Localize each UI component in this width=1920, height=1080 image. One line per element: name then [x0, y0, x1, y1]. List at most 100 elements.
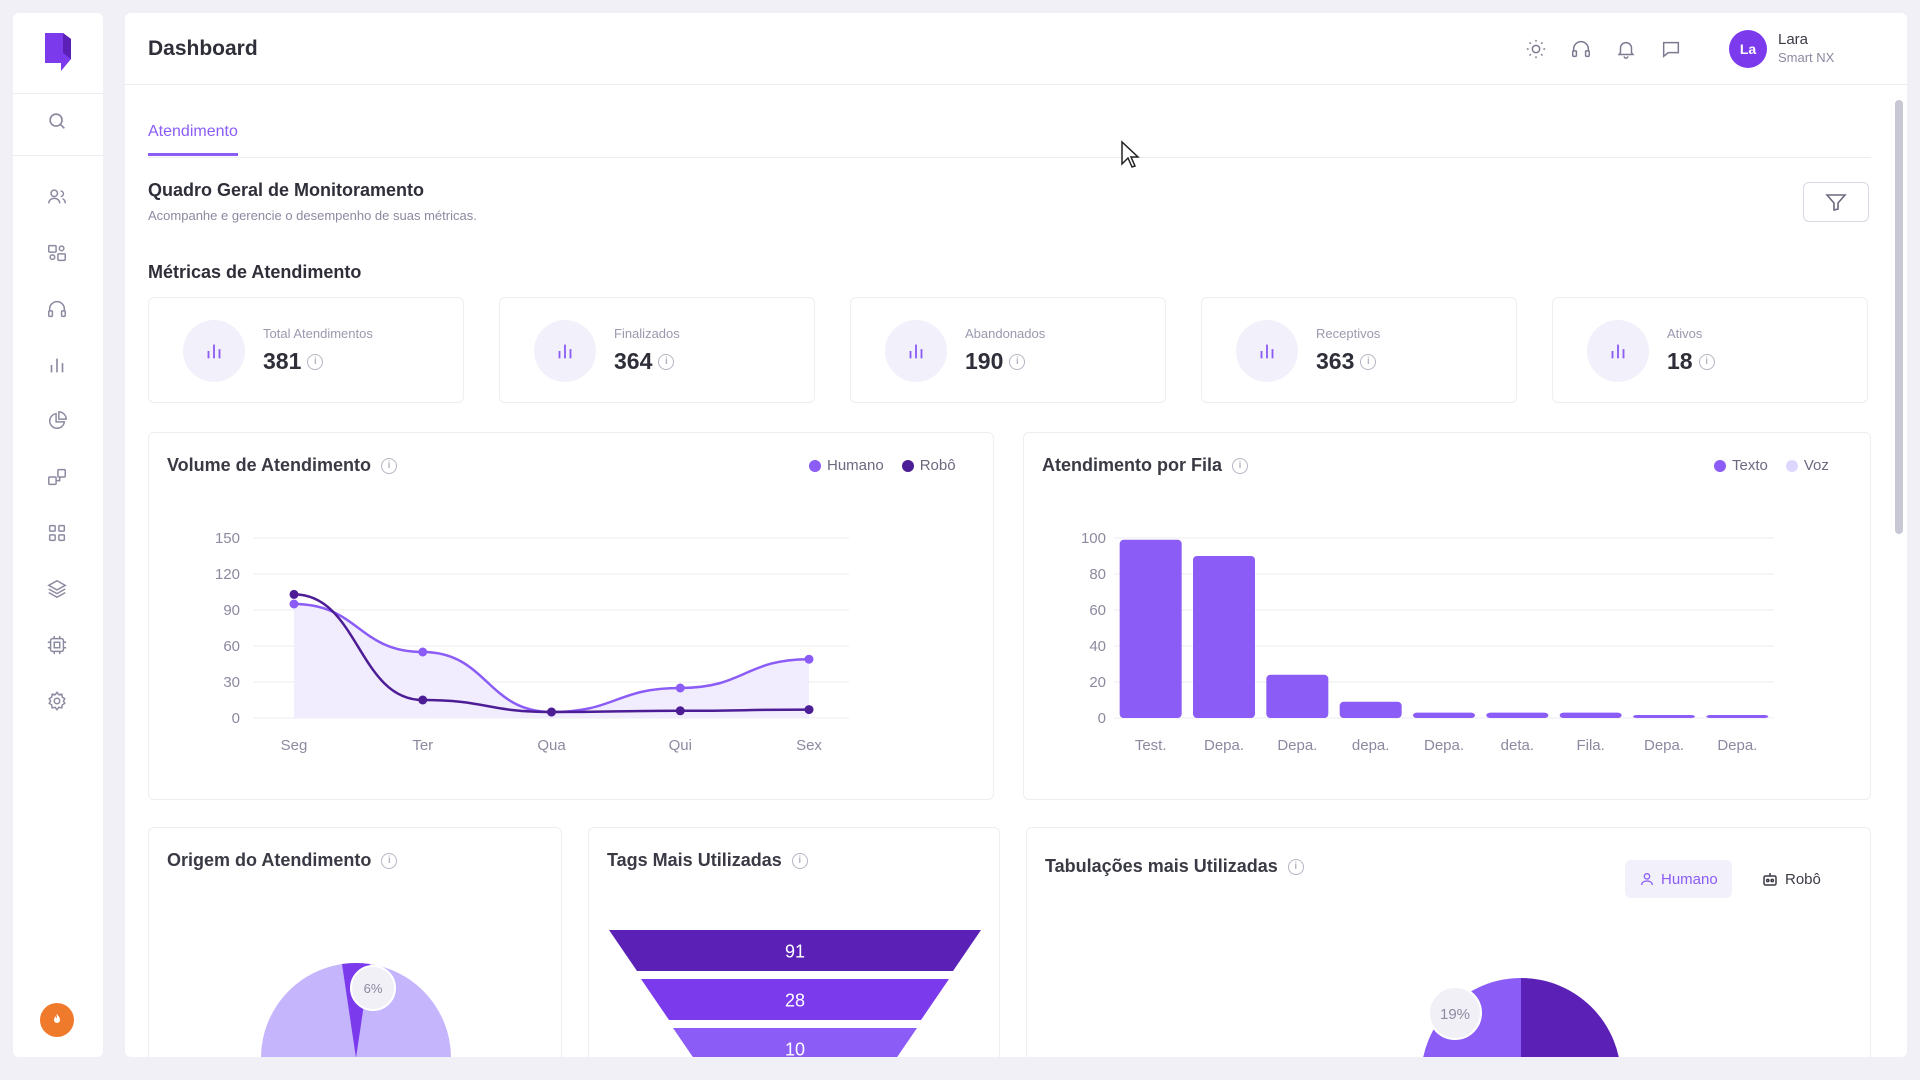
page-title: Dashboard — [148, 37, 258, 60]
y-tick-label: 90 — [223, 602, 240, 619]
tags-title-wrap: Tags Mais Utilizadas i — [607, 850, 808, 871]
contacts-icon[interactable] — [43, 239, 71, 267]
user-avatar[interactable]: La — [1729, 30, 1767, 68]
x-tick-label: deta. — [1501, 737, 1534, 754]
metric-label: Abandonados — [965, 326, 1046, 341]
funnel-value: 28 — [785, 991, 805, 1011]
metric-card-receptivos: Receptivos 363 i — [1201, 297, 1517, 403]
pie-label-bubble — [350, 965, 396, 1011]
data-point — [418, 647, 428, 657]
origem-title: Origem do Atendimento — [167, 850, 372, 870]
search-icon[interactable] — [43, 107, 71, 135]
tags-funnel-chart: 91 28 10 — [609, 930, 981, 1058]
bar — [1413, 712, 1475, 718]
filter-button[interactable] — [1803, 182, 1869, 222]
volume-line-chart: 0 30 60 90 120 150 Seg Ter Qua Qui Sex — [215, 530, 849, 754]
info-icon[interactable]: i — [381, 852, 398, 869]
metric-value-wrap: 381 i — [263, 348, 324, 375]
overview-title: Quadro Geral de Monitoramento — [148, 180, 425, 200]
info-icon[interactable]: i — [1360, 353, 1377, 370]
info-icon[interactable]: i — [1009, 353, 1026, 370]
x-tick-label: Sex — [796, 737, 822, 754]
scrollbar-thumb[interactable] — [1895, 100, 1903, 534]
bar-chart-icon — [885, 320, 947, 382]
data-point — [547, 707, 556, 717]
headset-icon[interactable] — [43, 295, 71, 323]
workflow-icon[interactable] — [43, 463, 71, 491]
metric-label: Ativos — [1667, 326, 1703, 341]
funnel-value: 91 — [785, 942, 805, 962]
x-tick-label: Test. — [1135, 737, 1167, 754]
funnel-segment — [673, 1028, 917, 1057]
pie-label-bubble — [1428, 986, 1482, 1040]
bar-chart-icon — [1587, 320, 1649, 382]
info-icon[interactable]: i — [1232, 457, 1248, 474]
grid-icon[interactable] — [43, 519, 71, 547]
fila-panel: Atendimento por Fila i Texto Voz 0 20 40 60… — [1023, 432, 1871, 800]
headset-icon[interactable] — [1568, 36, 1594, 62]
legend-dot — [1714, 459, 1726, 472]
robo-toggle-button[interactable]: Robô — [1747, 860, 1835, 898]
fila-legend: Texto Voz — [1714, 457, 1829, 474]
x-tick-label: Depa. — [1644, 737, 1684, 754]
volume-legend: Humano Robô — [809, 457, 956, 474]
users-icon[interactable] — [43, 183, 71, 211]
overview-subtitle: Acompanhe e gerencie o desempenho de sua… — [148, 208, 477, 223]
user-name[interactable]: Lara — [1778, 31, 1809, 48]
y-tick-label: 80 — [1089, 566, 1106, 583]
bar — [1266, 674, 1329, 718]
info-icon[interactable]: i — [381, 457, 398, 474]
legend-robo[interactable]: Robô — [901, 457, 956, 474]
legend-texto[interactable]: Texto — [1714, 457, 1768, 474]
tabulacoes-title: Tabulações mais Utilizadas — [1045, 856, 1278, 876]
chip-icon[interactable] — [43, 631, 71, 659]
bell-icon[interactable] — [1613, 36, 1639, 62]
info-icon[interactable]: i — [1698, 353, 1715, 370]
settings-icon[interactable] — [43, 687, 71, 715]
volume-title-wrap: Volume de Atendimento i — [167, 455, 398, 476]
x-tick-label: Fila. — [1576, 737, 1604, 754]
origem-pie-chart: 6% — [261, 962, 451, 1057]
bar-chart-icon[interactable] — [43, 351, 71, 379]
pie-label: 6% — [364, 981, 383, 996]
humano-toggle-button[interactable]: Humano — [1625, 860, 1732, 898]
x-tick-label: Qua — [537, 737, 566, 754]
x-tick-label: depa. — [1352, 737, 1390, 754]
legend-voz[interactable]: Voz — [1785, 457, 1829, 474]
theme-toggle-icon[interactable] — [1523, 36, 1549, 62]
info-icon[interactable]: i — [658, 353, 675, 370]
legend-humano[interactable]: Humano — [809, 457, 884, 474]
metric-card-abandonados: Abandonados 190 i — [850, 297, 1166, 403]
metric-label: Finalizados — [614, 326, 680, 341]
x-tick-label: Depa. — [1424, 737, 1464, 754]
y-tick-label: 100 — [1081, 530, 1106, 547]
info-icon[interactable]: i — [1287, 858, 1304, 875]
status-avatar[interactable] — [40, 1003, 74, 1037]
bar — [1633, 715, 1695, 718]
tab-atendimento[interactable]: Atendimento — [148, 123, 238, 156]
main-content: Dashboard La Lara Smart NX Atendimento Q… — [125, 13, 1907, 1057]
pie-chart-icon[interactable] — [43, 407, 71, 435]
metric-label: Total Atendimentos — [263, 326, 373, 341]
app-logo[interactable] — [41, 29, 77, 75]
y-tick-label: 20 — [1089, 674, 1106, 691]
y-tick-label: 0 — [1098, 710, 1106, 727]
layers-icon[interactable] — [43, 575, 71, 603]
bar-chart-icon — [534, 320, 596, 382]
tabulacoes-title-wrap: Tabulações mais Utilizadas i — [1045, 856, 1304, 877]
user-icon — [1641, 873, 1653, 886]
humano-toggle-label: Humano — [1661, 870, 1718, 888]
legend-dot — [1785, 459, 1798, 472]
fila-title: Atendimento por Fila — [1042, 455, 1222, 475]
metrics-title: Métricas de Atendimento — [148, 262, 362, 282]
info-icon[interactable]: i — [791, 852, 808, 869]
x-tick-label: Ter — [412, 737, 433, 754]
info-icon[interactable]: i — [307, 353, 324, 370]
data-point — [675, 706, 685, 716]
funnel-value: 10 — [785, 1040, 805, 1058]
bar — [1339, 701, 1402, 718]
legend-dot — [901, 459, 914, 472]
tab-divider — [148, 157, 1871, 158]
tabulacoes-panel: Tabulações mais Utilizadas i Humano Robô… — [1026, 827, 1871, 1057]
chat-icon[interactable] — [1658, 36, 1684, 62]
